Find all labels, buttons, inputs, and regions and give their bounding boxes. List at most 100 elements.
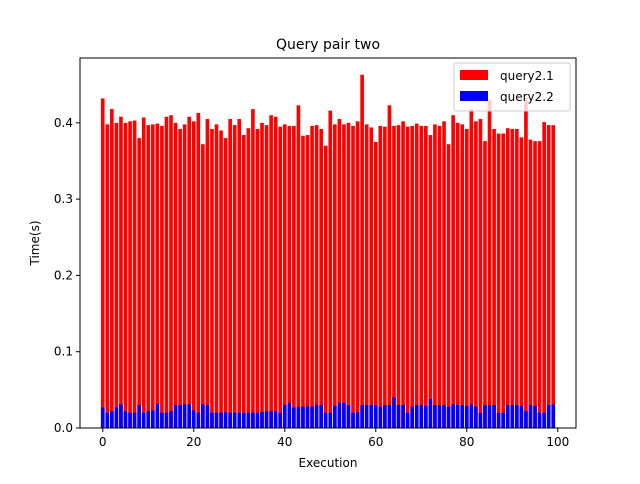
bar-query2-2-32: [246, 412, 251, 428]
bar-query2-1-52: [337, 119, 342, 428]
bar-query2-1-43: [296, 105, 301, 429]
bar-query2-2-66: [401, 405, 405, 428]
bar-query2-1-55: [351, 125, 355, 429]
bar-query2-2-94: [528, 405, 533, 428]
bar-query2-1-75: [442, 121, 446, 428]
bar-query2-1-32: [246, 128, 251, 428]
bar-query2-1-33: [251, 109, 255, 429]
bar-query2-2-47: [314, 405, 319, 428]
bar-query2-1-69: [414, 123, 419, 429]
bar-query2-2-1: [105, 412, 110, 428]
bar-query2-2-51: [333, 405, 337, 428]
bar-query2-2-39: [278, 412, 283, 428]
bar-query2-2-67: [405, 412, 410, 428]
bar-query2-1-96: [537, 141, 542, 428]
x-tick-label-40: 40: [277, 435, 292, 449]
y-tick-label-4: 0.4: [54, 116, 73, 130]
bar-query2-1-48: [319, 128, 323, 428]
bar-query2-1-98: [546, 125, 551, 428]
bar-query2-1-38: [273, 116, 278, 429]
bar-query2-1-76: [446, 144, 451, 428]
bar-query2-1-59: [369, 127, 374, 429]
bar-query2-1-71: [424, 125, 428, 429]
bar-query2-1-83: [478, 119, 483, 428]
bar-query2-2-27: [223, 411, 228, 428]
bar-query2-1-42: [292, 125, 296, 429]
bar-query2-1-28: [228, 119, 232, 428]
bar-query2-2-76: [446, 406, 451, 428]
bar-query2-1-89: [505, 128, 510, 428]
bar-query2-2-86: [492, 405, 496, 428]
bar-query2-2-31: [242, 412, 246, 428]
x-tick-label-20: 20: [186, 435, 201, 449]
bar-query2-1-39: [278, 126, 283, 428]
bar-query2-2-26: [219, 412, 223, 428]
bar-query2-2-41: [287, 402, 292, 428]
bar-query2-2-3: [114, 407, 119, 428]
bar-query2-2-55: [351, 412, 355, 428]
bar-query2-2-54: [346, 405, 351, 428]
bar-query2-1-78: [455, 122, 460, 428]
bar-query2-2-5: [123, 411, 128, 428]
bar-query2-2-99: [551, 404, 556, 428]
bar-query2-2-70: [419, 405, 424, 428]
bar-query2-2-88: [501, 412, 506, 428]
bar-query2-1-19: [187, 116, 192, 429]
bar-query2-2-17: [178, 405, 182, 428]
bar-query2-1-73: [433, 124, 437, 429]
bar-query2-2-0: [100, 407, 105, 428]
bar-query2-1-46: [310, 125, 314, 429]
bar-query2-1-94: [528, 139, 533, 428]
bar-query2-1-0: [100, 98, 105, 429]
bar-query2-1-64: [392, 125, 396, 429]
chart-title: Query pair two: [276, 37, 380, 53]
bar-query2-1-18: [182, 124, 187, 429]
bar-query2-2-21: [196, 412, 201, 428]
bar-query2-1-97: [542, 122, 546, 428]
bar-query2-2-72: [428, 399, 433, 428]
bar-query2-2-59: [369, 405, 374, 428]
bar-query2-2-28: [228, 412, 232, 428]
bar-query2-2-45: [305, 405, 310, 428]
bar-query2-2-92: [519, 405, 524, 428]
bar-query2-2-25: [214, 412, 219, 428]
bar-query2-2-87: [496, 412, 501, 428]
bar-query2-1-60: [373, 141, 378, 429]
bar-query2-2-50: [328, 412, 333, 428]
bar-query2-1-86: [492, 128, 496, 428]
bar-query2-2-85: [487, 405, 492, 428]
bar-query2-2-98: [546, 405, 551, 428]
bar-query2-1-93: [524, 97, 528, 429]
bar-query2-1-56: [355, 121, 360, 428]
bar-query2-2-46: [310, 406, 314, 428]
bar-query2-1-79: [460, 124, 465, 429]
bar-query2-1-34: [255, 128, 260, 428]
bar-query2-1-37: [269, 115, 273, 428]
bar-query2-1-47: [314, 125, 319, 428]
bar-query2-2-11: [150, 410, 155, 428]
bar-query2-2-96: [537, 412, 542, 428]
bar-query2-1-8: [137, 138, 141, 428]
bar-query2-1-53: [342, 124, 346, 429]
bar-query2-2-69: [414, 405, 419, 428]
y-tick-label-0: 0.0: [54, 421, 73, 435]
bar-query2-1-6: [128, 121, 132, 428]
bar-query2-1-3: [114, 122, 119, 428]
bar-query2-1-72: [428, 135, 433, 429]
y-tick-label-2: 0.2: [54, 268, 73, 282]
bar-query2-2-2: [110, 411, 114, 428]
x-tick-label-80: 80: [459, 435, 474, 449]
bar-query2-1-77: [451, 115, 455, 428]
bar-query2-1-57: [360, 74, 364, 428]
ticks-layer: 0 20 40 60 80 100 0.0 0.1 0.2 0.3 0.4: [54, 116, 569, 449]
bar-query2-2-35: [260, 411, 264, 428]
bar-query2-2-16: [173, 405, 178, 428]
bar-query2-1-15: [169, 115, 173, 428]
y-tick-label-1: 0.1: [54, 345, 73, 359]
bar-query2-2-90: [510, 405, 515, 428]
bar-query2-1-82: [474, 121, 478, 428]
bar-query2-1-70: [419, 125, 424, 429]
bar-query2-2-14: [164, 412, 169, 428]
bar-query2-1-63: [387, 105, 392, 429]
bar-query2-1-22: [201, 144, 205, 428]
